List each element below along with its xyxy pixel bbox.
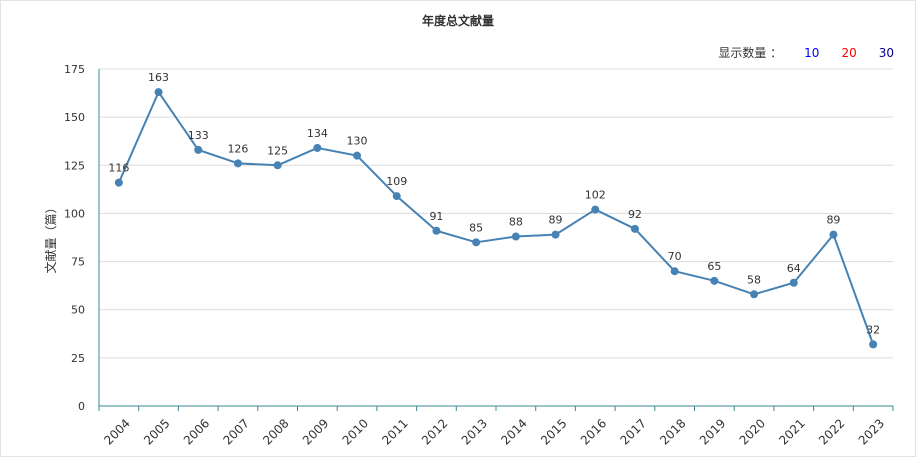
data-point bbox=[194, 145, 203, 154]
x-tick-label: 2020 bbox=[737, 416, 768, 447]
display-count-selector: 显示数量 ： 10 20 30 bbox=[718, 44, 894, 61]
data-point bbox=[750, 290, 759, 299]
data-point bbox=[630, 224, 639, 233]
data-label: 133 bbox=[188, 129, 209, 142]
x-tick-label: 2006 bbox=[181, 416, 212, 447]
x-tick-label: 2007 bbox=[221, 416, 252, 447]
x-tick-label: 2018 bbox=[657, 416, 688, 447]
data-point bbox=[114, 178, 123, 187]
data-label: 92 bbox=[628, 208, 642, 221]
data-label: 58 bbox=[747, 273, 761, 286]
data-label: 85 bbox=[469, 221, 483, 234]
data-label: 102 bbox=[585, 189, 606, 202]
y-tick-label: 50 bbox=[71, 304, 85, 317]
data-label: 91 bbox=[429, 210, 443, 223]
data-point bbox=[789, 278, 798, 287]
x-tick-label: 2021 bbox=[776, 416, 807, 447]
data-label: 32 bbox=[866, 323, 880, 336]
data-label: 125 bbox=[267, 144, 288, 157]
data-label: 126 bbox=[227, 142, 248, 155]
y-tick-label: 125 bbox=[64, 159, 85, 172]
y-tick-label: 0 bbox=[78, 400, 85, 413]
y-axis-title: 文献量（篇） bbox=[43, 201, 58, 273]
series-line bbox=[117, 91, 875, 345]
data-point bbox=[591, 205, 600, 214]
data-point bbox=[472, 238, 481, 247]
data-label: 65 bbox=[707, 260, 721, 273]
data-label: 64 bbox=[787, 262, 801, 275]
x-tick-label: 2004 bbox=[101, 416, 132, 447]
data-label: 116 bbox=[108, 162, 129, 175]
chart-title: 年度总文献量 bbox=[421, 14, 494, 28]
data-point bbox=[353, 151, 362, 160]
y-tick-label: 100 bbox=[64, 207, 85, 220]
data-point bbox=[273, 161, 282, 170]
display-count-option-10[interactable]: 10 bbox=[804, 45, 820, 60]
data-point bbox=[670, 267, 679, 276]
data-point bbox=[829, 230, 838, 239]
data-label: 163 bbox=[148, 71, 169, 84]
data-point bbox=[710, 276, 719, 285]
data-point bbox=[551, 230, 560, 239]
display-count-label: 显示数量 ： bbox=[718, 46, 783, 60]
data-point bbox=[869, 340, 878, 349]
data-point bbox=[233, 159, 242, 168]
data-point bbox=[432, 226, 441, 235]
y-tick-label: 150 bbox=[64, 111, 85, 124]
x-tick-label: 2017 bbox=[618, 416, 649, 447]
data-point bbox=[511, 232, 520, 241]
x-tick-label: 2022 bbox=[816, 416, 847, 447]
x-tick-label: 2009 bbox=[300, 416, 331, 447]
x-tick-label: 2014 bbox=[498, 416, 529, 447]
x-tick-label: 2010 bbox=[340, 416, 371, 447]
data-label: 134 bbox=[307, 127, 328, 140]
x-tick-label: 2013 bbox=[459, 416, 490, 447]
data-label: 89 bbox=[826, 214, 840, 227]
data-point bbox=[313, 143, 322, 152]
x-tick-label: 2012 bbox=[419, 416, 450, 447]
data-point bbox=[154, 88, 163, 97]
data-label: 89 bbox=[549, 214, 563, 227]
x-tick-label: 2019 bbox=[697, 416, 728, 447]
display-count-option-30[interactable]: 30 bbox=[878, 45, 894, 60]
x-tick-label: 2011 bbox=[379, 416, 410, 447]
display-count-option-20[interactable]: 20 bbox=[841, 45, 857, 60]
x-tick-label: 2016 bbox=[578, 416, 609, 447]
data-point bbox=[392, 192, 401, 201]
y-tick-label: 75 bbox=[71, 256, 85, 269]
data-label: 70 bbox=[668, 250, 682, 263]
data-label: 130 bbox=[347, 135, 368, 148]
x-tick-label: 2023 bbox=[856, 416, 887, 447]
y-tick-label: 175 bbox=[64, 63, 85, 76]
data-label: 88 bbox=[509, 216, 523, 229]
y-tick-label: 25 bbox=[71, 352, 85, 365]
x-tick-label: 2015 bbox=[538, 416, 569, 447]
data-label: 109 bbox=[386, 175, 407, 188]
x-tick-label: 2005 bbox=[141, 416, 172, 447]
x-tick-label: 2008 bbox=[260, 416, 291, 447]
